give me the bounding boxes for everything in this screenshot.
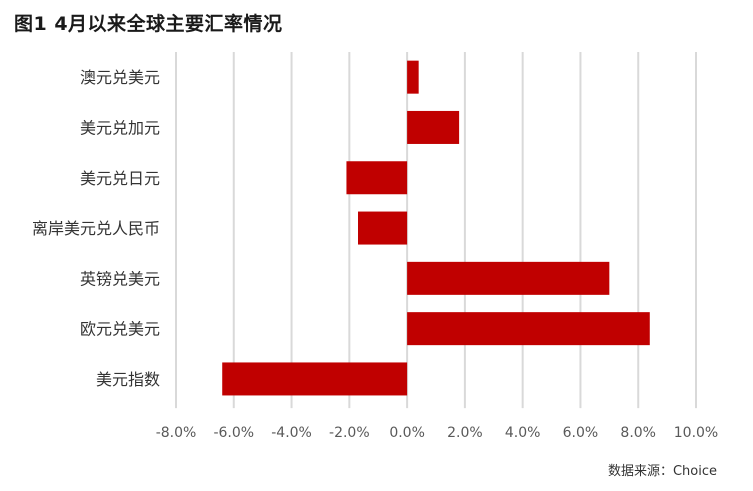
x-tick-label: 8.0% xyxy=(620,425,656,441)
chart-title: 图1 4月以来全球主要汇率情况 xyxy=(14,13,283,35)
category-label: 美元指数 xyxy=(96,370,160,389)
bar xyxy=(407,261,610,295)
x-tick-label: 6.0% xyxy=(563,425,599,441)
category-label: 美元兑日元 xyxy=(80,169,160,188)
category-label: 欧元兑美元 xyxy=(80,320,160,339)
category-label: 英镑兑美元 xyxy=(80,269,160,288)
bar xyxy=(407,60,419,94)
x-tick-label: 10.0% xyxy=(674,425,718,441)
x-tick-label: -4.0% xyxy=(271,425,312,441)
category-label: 美元兑加元 xyxy=(80,118,160,137)
bar xyxy=(407,312,650,346)
bar xyxy=(346,161,408,195)
bar xyxy=(358,211,408,245)
x-tick-label: 4.0% xyxy=(505,425,541,441)
bar xyxy=(222,362,408,396)
x-tick-label: -2.0% xyxy=(329,425,370,441)
x-tick-label: -8.0% xyxy=(156,425,197,441)
category-label: 澳元兑美元 xyxy=(80,68,160,87)
x-tick-label: 0.0% xyxy=(389,425,425,441)
data-source-note: 数据来源：Choice xyxy=(607,464,717,479)
x-tick-label: -6.0% xyxy=(213,425,254,441)
category-label: 离岸美元兑人民币 xyxy=(32,219,160,238)
x-tick-label: 2.0% xyxy=(447,425,483,441)
bar xyxy=(407,110,460,144)
